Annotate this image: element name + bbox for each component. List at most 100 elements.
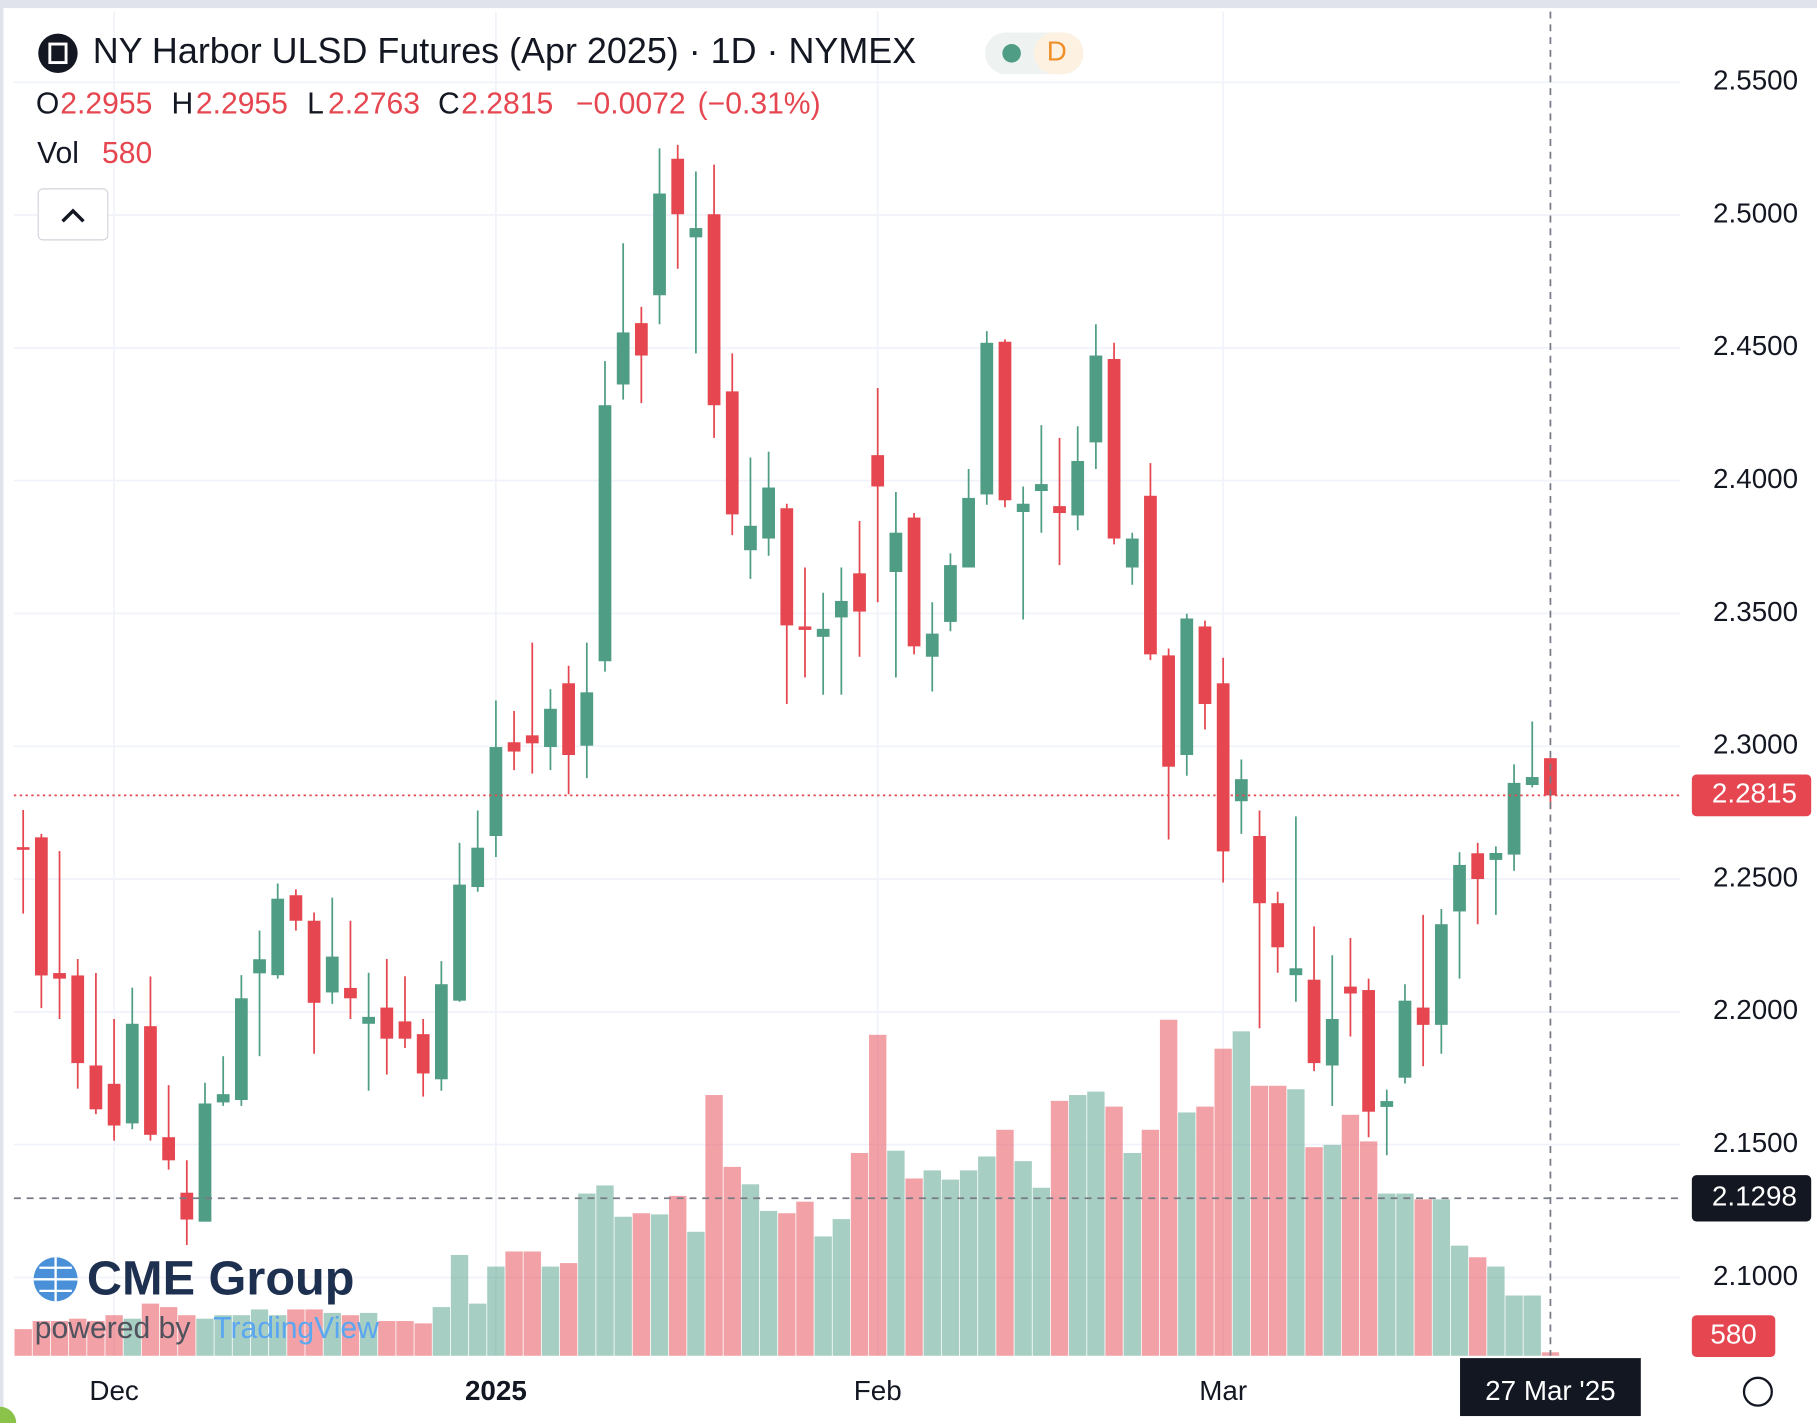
candle-body xyxy=(1507,782,1521,855)
candle-body xyxy=(1034,484,1048,491)
volume-tag-label: 580 xyxy=(1710,1318,1756,1349)
powered-by: powered by xyxy=(35,1312,191,1345)
volume-bar xyxy=(741,1184,760,1356)
ohlc-value: 2.2763 xyxy=(328,87,420,120)
volume-bar xyxy=(1523,1295,1541,1356)
candle-body xyxy=(889,532,903,573)
collapse-chevron xyxy=(61,208,85,223)
volume-bar xyxy=(759,1210,778,1356)
collapse-button[interactable] xyxy=(37,188,109,241)
candle-body xyxy=(507,742,521,752)
volume-bar xyxy=(1214,1048,1232,1356)
candle-body xyxy=(1271,903,1285,948)
x-tick-label: Feb xyxy=(854,1375,902,1406)
candle-body xyxy=(998,341,1012,501)
volume-bar xyxy=(541,1266,560,1356)
volume-bar xyxy=(469,1303,487,1356)
y-tick-label: 2.1500 xyxy=(1713,1127,1798,1158)
volume-bar xyxy=(887,1150,905,1356)
x-tick-label: 2025 xyxy=(465,1375,527,1406)
candle-body xyxy=(1325,1019,1339,1066)
volume-bar xyxy=(214,1315,232,1356)
volume-bar xyxy=(1341,1114,1360,1356)
volume-bar xyxy=(905,1178,923,1356)
volume-bar xyxy=(69,1318,87,1356)
candle-body xyxy=(434,984,448,1080)
volume-bar xyxy=(378,1321,396,1356)
market-open-dot xyxy=(1002,44,1021,63)
change: −0.0072 xyxy=(576,87,686,120)
ohlc-label: O xyxy=(36,87,59,120)
volume-bar xyxy=(178,1315,196,1356)
volume-bar xyxy=(705,1095,723,1356)
candle-body xyxy=(107,1083,121,1126)
volume-bar xyxy=(1414,1199,1432,1356)
candle-body xyxy=(1198,626,1212,705)
overlay-layer: NY Harbor ULSD Futures (Apr 2025) · 1D ·… xyxy=(0,11,1812,1423)
volume-bar xyxy=(1505,1295,1523,1356)
candle-body xyxy=(707,214,721,406)
symbol-icon-glyph xyxy=(48,42,68,65)
volume-bar xyxy=(650,1214,669,1356)
candle-body xyxy=(253,959,266,974)
left-border xyxy=(0,0,4,1423)
volume-bar xyxy=(1323,1144,1341,1356)
ohlc-label: C xyxy=(438,87,460,120)
volume-bar xyxy=(796,1201,814,1356)
candle-body xyxy=(762,487,775,539)
candle-body xyxy=(1071,460,1085,516)
volume-bar xyxy=(614,1216,632,1356)
candle-body xyxy=(816,628,830,637)
candle-body xyxy=(398,1021,412,1039)
volume-bar xyxy=(1032,1187,1051,1356)
candle-body xyxy=(1180,618,1194,756)
volume-bar xyxy=(232,1315,251,1356)
candle-body xyxy=(1016,503,1030,512)
candle-body xyxy=(162,1137,176,1161)
volume-bar xyxy=(450,1254,469,1356)
candle-layer xyxy=(16,144,1557,1246)
volume-bar xyxy=(141,1303,160,1356)
candle-body xyxy=(907,517,921,647)
candle-body xyxy=(144,1026,157,1135)
volume-bar xyxy=(287,1309,305,1356)
candle-body xyxy=(580,692,594,746)
candle-body xyxy=(234,998,248,1101)
volume-layer xyxy=(14,1019,1560,1356)
volume-bar xyxy=(323,1312,341,1356)
last-price-tag xyxy=(1691,774,1812,817)
volume-bar xyxy=(1087,1091,1105,1356)
volume-bar xyxy=(269,1315,287,1356)
volume-bar xyxy=(305,1309,323,1356)
y-tick-label: 2.2500 xyxy=(1713,861,1798,892)
settings-icon[interactable] xyxy=(1742,1376,1773,1407)
candle-body xyxy=(1434,924,1448,1025)
candle-body xyxy=(125,1023,139,1124)
y-tick-label: 2.4000 xyxy=(1713,463,1798,494)
brand-name: CME Group xyxy=(87,1251,355,1305)
candle-body xyxy=(834,600,848,618)
volume-bar xyxy=(1287,1089,1305,1356)
candle-body xyxy=(798,626,812,630)
candle-body xyxy=(1125,538,1139,568)
volume-bar xyxy=(778,1213,796,1356)
volume-bar xyxy=(505,1251,523,1356)
ohlc-label: H xyxy=(172,87,194,120)
volume-bar xyxy=(1469,1257,1487,1356)
ohlc-value: 2.2955 xyxy=(196,87,288,120)
volume-bar xyxy=(50,1321,69,1356)
candle-body xyxy=(89,1065,103,1110)
y-tick-label: 2.3500 xyxy=(1713,596,1798,627)
ohlc-value: 2.2815 xyxy=(461,87,553,120)
volume-bar xyxy=(432,1307,451,1356)
candle-body xyxy=(689,228,703,238)
volume-bar xyxy=(1105,1106,1123,1356)
volume-bar xyxy=(923,1170,941,1356)
candle-body xyxy=(544,708,557,748)
chart-title: NY Harbor ULSD Futures (Apr 2025) · 1D ·… xyxy=(93,30,916,71)
volume-bar xyxy=(1359,1141,1378,1356)
volume-bar xyxy=(687,1231,705,1356)
candle-body xyxy=(1471,853,1485,880)
candle-body xyxy=(1398,1000,1412,1078)
